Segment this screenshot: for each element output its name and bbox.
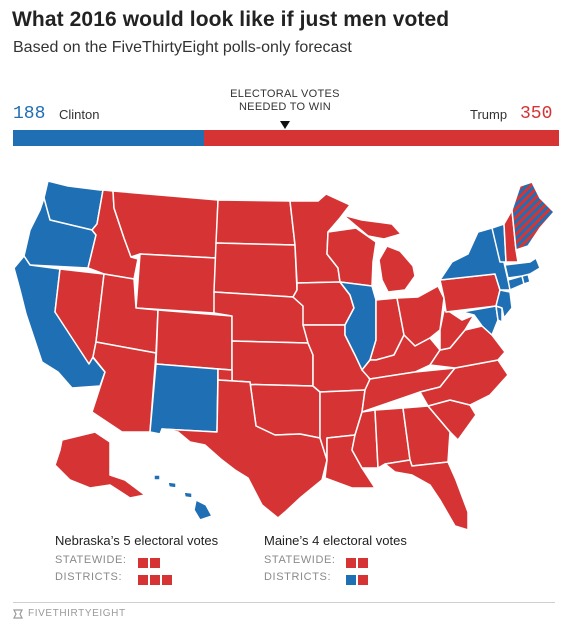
nebraska-statewide-square: [138, 558, 148, 568]
trump-ev-count: 350: [520, 104, 553, 124]
nebraska-legend-title: Nebraska’s 5 electoral votes: [55, 533, 219, 548]
maine-statewide-squares: [346, 554, 370, 572]
state-hi-big: [193, 499, 213, 521]
page-subtitle: Based on the FiveThirtyEight polls-only …: [13, 39, 352, 56]
state-nd: [215, 199, 296, 246]
maine-districts-label: DISTRICTS:: [264, 571, 332, 583]
nebraska-district-square: [150, 575, 160, 585]
nebraska-district-square: [138, 575, 148, 585]
maine-statewide-label: STATEWIDE:: [264, 554, 336, 566]
maine-district-square: [346, 575, 356, 585]
state-wy: [135, 253, 217, 314]
state-ma: [504, 257, 541, 279]
clinton-ev-bar: [13, 130, 204, 146]
state-or: [23, 197, 97, 269]
state-nj: [495, 289, 513, 319]
threshold-label: ELECTORAL VOTES NEEDED TO WIN: [200, 88, 370, 114]
state-mi-up: [342, 214, 402, 240]
state-mi: [378, 245, 416, 293]
state-hi-kauai: [153, 474, 161, 481]
state-tx: [161, 379, 328, 519]
nebraska-districts-label: DISTRICTS:: [55, 571, 123, 583]
nebraska-districts-squares: [138, 571, 174, 589]
state-hi-oahu: [167, 481, 177, 489]
threshold-arrow-icon: [280, 121, 290, 129]
nebraska-statewide-squares: [138, 554, 162, 572]
state-il: [339, 281, 377, 371]
electoral-vote-bar: [13, 130, 559, 146]
clinton-ev-count: 188: [13, 104, 46, 124]
us-electoral-map: [13, 180, 555, 530]
state-me: [511, 181, 555, 251]
maine-districts-squares: [346, 571, 370, 589]
nebraska-district-square: [162, 575, 172, 585]
state-fl: [384, 459, 469, 530]
threshold-label-line1: ELECTORAL VOTES: [230, 88, 340, 100]
threshold-label-line2: NEEDED TO WIN: [238, 101, 332, 113]
state-hi-maui: [183, 491, 193, 499]
trump-name: Trump: [470, 107, 508, 122]
maine-district-square: [358, 575, 368, 585]
maine-statewide-square: [346, 558, 356, 568]
state-nm: [149, 363, 219, 435]
fivethirtyeight-logo-icon: [13, 608, 23, 619]
trump-ev-bar: [203, 130, 559, 146]
nebraska-statewide-label: STATEWIDE:: [55, 554, 127, 566]
state-ak: [54, 431, 146, 499]
clinton-name: Clinton: [59, 107, 100, 122]
state-dc: [492, 318, 496, 322]
state-nc: [419, 359, 509, 407]
state-sd: [213, 242, 298, 298]
nebraska-statewide-square: [150, 558, 160, 568]
footer: FIVETHIRTYEIGHT: [13, 608, 126, 619]
state-nh: [503, 209, 519, 263]
page-title: What 2016 would look like if just men vo…: [12, 8, 450, 31]
state-co: [155, 309, 233, 371]
state-ks: [231, 340, 314, 387]
maine-legend-title: Maine’s 4 electoral votes: [264, 533, 407, 548]
footer-brand: FIVETHIRTYEIGHT: [28, 608, 126, 619]
footer-divider: [13, 602, 555, 603]
state-az: [91, 341, 157, 433]
maine-statewide-square: [358, 558, 368, 568]
state-mt: [112, 190, 219, 259]
